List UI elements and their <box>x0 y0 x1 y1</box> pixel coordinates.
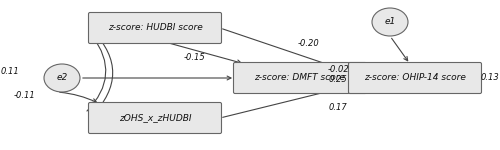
FancyBboxPatch shape <box>88 12 222 43</box>
Text: e1: e1 <box>384 18 396 27</box>
Text: z-score: DMFT score: z-score: DMFT score <box>254 74 346 82</box>
FancyBboxPatch shape <box>88 102 222 134</box>
Text: -0.15: -0.15 <box>184 54 206 63</box>
Text: e2: e2 <box>56 74 68 82</box>
FancyBboxPatch shape <box>348 63 482 93</box>
Text: z-score: HUDBI score: z-score: HUDBI score <box>108 24 202 33</box>
Text: -0.11: -0.11 <box>14 92 36 100</box>
Text: 0.25: 0.25 <box>328 75 347 84</box>
FancyBboxPatch shape <box>234 63 366 93</box>
Text: z-score: OHIP-14 score: z-score: OHIP-14 score <box>364 74 466 82</box>
Text: zOHS_x_zHUDBI: zOHS_x_zHUDBI <box>119 114 191 123</box>
Text: -0.20: -0.20 <box>297 39 319 48</box>
Text: 0.13: 0.13 <box>480 74 500 82</box>
Ellipse shape <box>44 64 80 92</box>
Text: 0.11: 0.11 <box>0 68 20 76</box>
Ellipse shape <box>372 8 408 36</box>
Text: 0.17: 0.17 <box>328 103 347 112</box>
Text: -0.02: -0.02 <box>327 66 349 75</box>
